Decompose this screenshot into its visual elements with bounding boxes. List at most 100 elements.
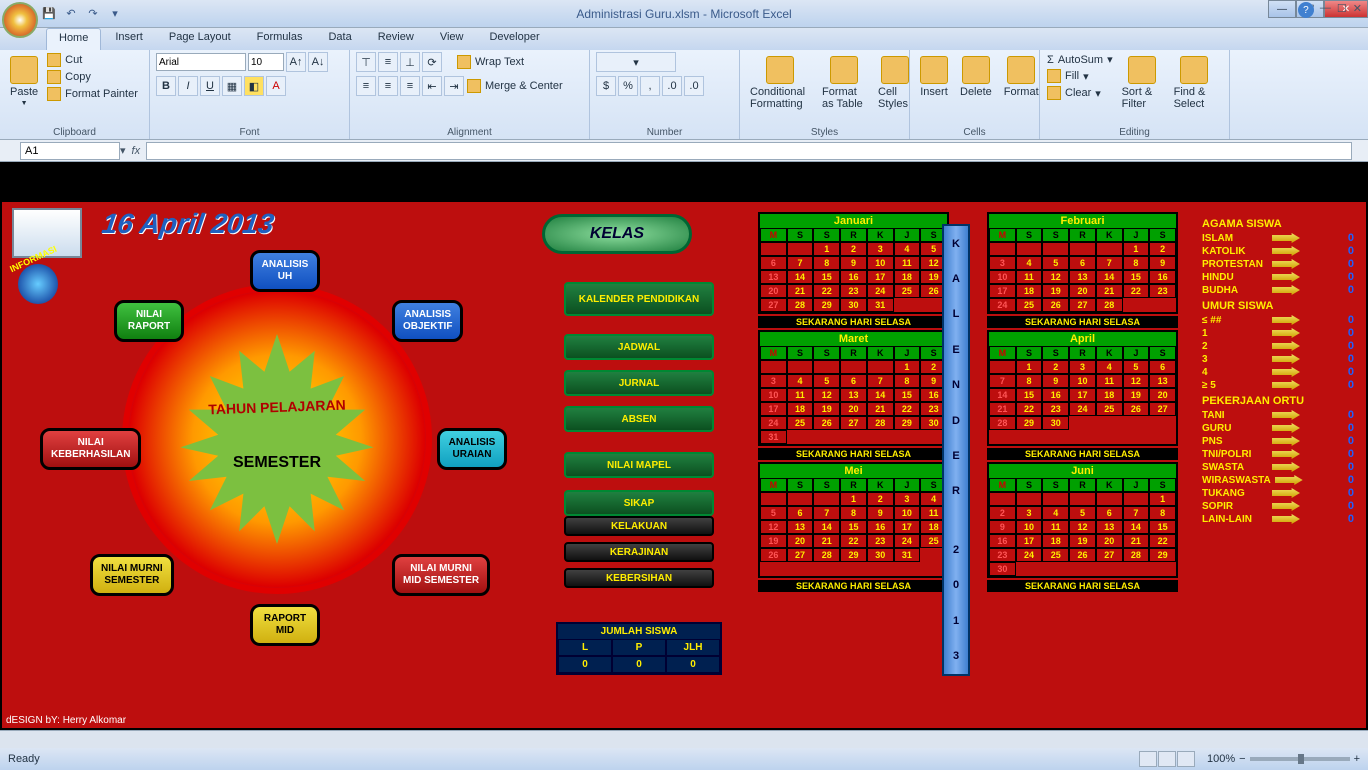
align-top-button[interactable]: ⊤	[356, 52, 376, 72]
qat-more-icon[interactable]: ▾	[106, 5, 124, 23]
node-nilai-keberhasilan[interactable]: NILAIKEBERHASILAN	[40, 428, 141, 470]
autosum-button[interactable]: ΣAutoSum▾	[1046, 52, 1114, 67]
font-color-button[interactable]: A	[266, 76, 286, 96]
find-select-button[interactable]: Find & Select	[1170, 52, 1218, 114]
number-format-select[interactable]: ▾	[596, 52, 676, 72]
merge-center-button[interactable]: Merge & Center	[466, 78, 564, 94]
format-icon	[1007, 56, 1035, 84]
italic-button[interactable]: I	[178, 76, 198, 96]
zoom-slider[interactable]	[1250, 757, 1350, 761]
insert-cells-button[interactable]: Insert	[916, 52, 952, 102]
zoom-in-button[interactable]: +	[1354, 753, 1360, 765]
star-subtitle: SEMESTER	[192, 454, 362, 472]
save-icon[interactable]: 💾	[40, 5, 58, 23]
stat-4: 40	[1202, 366, 1360, 378]
align-center-button[interactable]: ≡	[378, 76, 398, 96]
orientation-button[interactable]: ⟳	[422, 52, 442, 72]
menu-kebersihan[interactable]: KEBERSIHAN	[564, 568, 714, 588]
ribbon-restore-icon[interactable]: ☐	[1337, 2, 1347, 18]
zoom-out-button[interactable]: −	[1239, 753, 1245, 765]
align-bottom-button[interactable]: ⊥	[400, 52, 420, 72]
menu-kerajinan[interactable]: KERAJINAN	[564, 542, 714, 562]
menu-nilai-mapel[interactable]: NILAI MAPEL	[564, 452, 714, 478]
node-nilai-murni-mid[interactable]: NILAI MURNIMID SEMESTER	[392, 554, 490, 596]
tab-developer[interactable]: Developer	[477, 28, 551, 50]
ribbon-minimize-icon[interactable]: —	[1320, 2, 1331, 18]
undo-icon[interactable]: ↶	[62, 5, 80, 23]
tab-review[interactable]: Review	[366, 28, 426, 50]
inc-decimal-button[interactable]: .0	[662, 76, 682, 96]
conditional-formatting-button[interactable]: Conditional Formatting	[746, 52, 814, 114]
align-middle-button[interactable]: ≡	[378, 52, 398, 72]
minimize-button[interactable]: —	[1268, 0, 1296, 18]
indent-inc-button[interactable]: ⇥	[444, 76, 464, 96]
paste-button[interactable]: Paste▼	[6, 52, 42, 111]
tab-data[interactable]: Data	[316, 28, 363, 50]
view-layout-button[interactable]	[1158, 751, 1176, 767]
menu-jadwal[interactable]: JADWAL	[564, 334, 714, 360]
fx-icon[interactable]: fx	[132, 145, 141, 157]
align-left-button[interactable]: ≡	[356, 76, 376, 96]
ribbon-close-icon[interactable]: ✕	[1353, 2, 1362, 18]
sort-filter-button[interactable]: Sort & Filter	[1118, 52, 1166, 114]
namebox-dropdown-icon[interactable]: ▾	[120, 144, 126, 157]
fill-button[interactable]: Fill▾	[1046, 68, 1114, 84]
node-nilai-raport[interactable]: NILAIRAPORT	[114, 300, 184, 342]
kalender-strip: KALENDER 2013	[942, 224, 970, 676]
fill-color-button[interactable]: ◧	[244, 76, 264, 96]
node-raport-mid[interactable]: RAPORTMID	[250, 604, 320, 646]
formula-input[interactable]	[146, 142, 1352, 160]
font-name-select[interactable]	[156, 53, 246, 71]
name-box[interactable]	[20, 142, 120, 160]
insert-icon	[920, 56, 948, 84]
stat-tni/polri: TNI/POLRI0	[1202, 448, 1360, 460]
menu-absen[interactable]: ABSEN	[564, 406, 714, 432]
informasi-button[interactable]	[18, 264, 58, 304]
stat-swasta: SWASTA0	[1202, 461, 1360, 473]
office-button[interactable]	[2, 2, 38, 38]
wrap-text-button[interactable]: Wrap Text	[456, 54, 525, 70]
tab-view[interactable]: View	[428, 28, 476, 50]
view-break-button[interactable]	[1177, 751, 1195, 767]
clear-button[interactable]: Clear▾	[1046, 85, 1114, 101]
node-analisis-uraian[interactable]: ANALISISURAIAN	[437, 428, 507, 470]
stat-≥ 5: ≥ 50	[1202, 379, 1360, 391]
format-cells-button[interactable]: Format	[1000, 52, 1043, 102]
calendar-mei: MeiMSSRKJS123456789101112131415161718192…	[758, 462, 949, 578]
format-painter-button[interactable]: Format Painter	[46, 86, 139, 102]
indent-dec-button[interactable]: ⇤	[422, 76, 442, 96]
kelas-button[interactable]: KELAS	[542, 214, 692, 254]
currency-button[interactable]: $	[596, 76, 616, 96]
tab-insert[interactable]: Insert	[103, 28, 155, 50]
bold-button[interactable]: B	[156, 76, 176, 96]
menu-sikap[interactable]: SIKAP	[564, 490, 714, 516]
format-as-table-button[interactable]: Format as Table	[818, 52, 870, 114]
border-button[interactable]: ▦	[222, 76, 242, 96]
comma-button[interactable]: ,	[640, 76, 660, 96]
help-icon[interactable]: ?	[1298, 2, 1314, 18]
node-analisis-objektif[interactable]: ANALISISOBJEKTIF	[392, 300, 463, 342]
dec-decimal-button[interactable]: .0	[684, 76, 704, 96]
font-size-select[interactable]	[248, 53, 284, 71]
delete-cells-button[interactable]: Delete	[956, 52, 996, 102]
copy-button[interactable]: Copy	[46, 69, 139, 85]
shrink-font-button[interactable]: A↓	[308, 52, 328, 72]
view-normal-button[interactable]	[1139, 751, 1157, 767]
sort-icon	[1128, 56, 1156, 84]
menu-kalender-pendidikan[interactable]: KALENDER PENDIDIKAN	[564, 282, 714, 316]
menu-kelakuan[interactable]: KELAKUAN	[564, 516, 714, 536]
underline-button[interactable]: U	[200, 76, 220, 96]
align-right-button[interactable]: ≡	[400, 76, 420, 96]
grow-font-button[interactable]: A↑	[286, 52, 306, 72]
redo-icon[interactable]: ↷	[84, 5, 102, 23]
horizontal-scrollbar[interactable]	[0, 730, 1368, 748]
menu-jurnal[interactable]: JURNAL	[564, 370, 714, 396]
cut-button[interactable]: Cut	[46, 52, 139, 68]
tab-formulas[interactable]: Formulas	[245, 28, 315, 50]
tab-page-layout[interactable]: Page Layout	[157, 28, 243, 50]
percent-button[interactable]: %	[618, 76, 638, 96]
node-analisis-uh[interactable]: ANALISISUH	[250, 250, 320, 292]
node-nilai-murni-semester[interactable]: NILAI MURNISEMESTER	[90, 554, 174, 596]
tab-home[interactable]: Home	[46, 28, 101, 50]
table-icon	[830, 56, 858, 84]
